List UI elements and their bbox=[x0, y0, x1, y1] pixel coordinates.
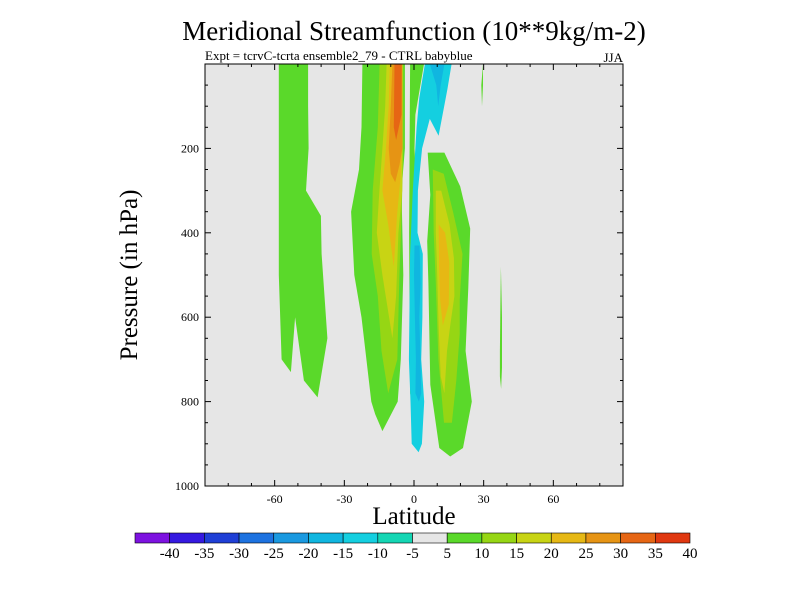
colorbar-swatch bbox=[204, 532, 240, 544]
x-tick-label: 0 bbox=[411, 492, 417, 506]
contour-region-4 bbox=[481, 64, 483, 107]
season-label: JJA bbox=[603, 50, 623, 65]
colorbar-label: 30 bbox=[613, 546, 628, 562]
y-axis-title: Pressure (in hPa) bbox=[116, 190, 143, 361]
colorbar-label: -25 bbox=[264, 546, 284, 562]
colorbar-label: -10 bbox=[368, 546, 388, 562]
colorbar-swatch bbox=[169, 532, 205, 544]
colorbar-label: -5 bbox=[406, 546, 419, 562]
y-tick-label: 800 bbox=[181, 395, 199, 409]
contour-region-11 bbox=[438, 224, 450, 326]
colorbar-label: 20 bbox=[544, 546, 559, 562]
x-tick-label: 60 bbox=[547, 492, 559, 506]
colorbar-swatch bbox=[655, 532, 691, 544]
colorbar-swatch bbox=[342, 532, 379, 544]
colorbar-label: 25 bbox=[578, 546, 593, 562]
colorbar-swatch bbox=[446, 532, 483, 544]
x-tick-label: -60 bbox=[267, 492, 283, 506]
chart-subtitle: Expt = tcrvC-tcrta ensemble2_79 - CTRL b… bbox=[205, 48, 473, 63]
chart-title: Meridional Streamfunction (10**9kg/m-2) bbox=[182, 16, 645, 46]
colorbar-label: -40 bbox=[160, 546, 180, 562]
colorbar-label: 40 bbox=[683, 546, 698, 562]
colorbar-swatch bbox=[308, 532, 344, 544]
x-axis-title: Latitude bbox=[372, 503, 455, 530]
colorbar-label: -15 bbox=[333, 546, 353, 562]
axes: -60 -30 0 30 60 200 400 600 800 1000 bbox=[175, 64, 623, 506]
colorbar-label: 5 bbox=[443, 546, 451, 562]
contour-fills bbox=[278, 64, 502, 457]
x-tick-label: 30 bbox=[478, 492, 490, 506]
colorbar-swatch bbox=[516, 532, 552, 544]
x-tick-label: -30 bbox=[336, 492, 352, 506]
colorbar-label: -35 bbox=[194, 546, 214, 562]
colorbar-swatch bbox=[412, 532, 448, 544]
colorbar-label: 15 bbox=[509, 546, 524, 562]
colorbar-swatch bbox=[238, 532, 275, 544]
contour-region-5 bbox=[499, 266, 502, 389]
colorbar-label: 10 bbox=[474, 546, 489, 562]
contour-region-13 bbox=[393, 64, 402, 140]
y-tick-label: 600 bbox=[181, 310, 199, 324]
colorbar-swatch bbox=[550, 532, 587, 544]
contour-region-16 bbox=[414, 245, 422, 402]
colorbar-swatch bbox=[134, 532, 170, 544]
colorbar-swatch bbox=[585, 532, 621, 544]
colorbar-label: -20 bbox=[298, 546, 318, 562]
colorbar-label: 35 bbox=[648, 546, 663, 562]
y-tick-label: 200 bbox=[181, 141, 199, 155]
contour-region-15 bbox=[429, 64, 445, 107]
colorbar-swatch bbox=[481, 532, 517, 544]
colorbar-swatch bbox=[273, 532, 309, 544]
colorbar-swatch bbox=[377, 532, 413, 544]
y-tick-label: 400 bbox=[181, 226, 199, 240]
colorbar-label: -30 bbox=[229, 546, 249, 562]
colorbar-swatch bbox=[620, 532, 656, 544]
colorbar: -40 -35 -30 -25 -20 -15 -10 -5 5 10 15 20 25 30 35 40 bbox=[134, 532, 698, 562]
y-tick-label: 1000 bbox=[175, 479, 199, 493]
contour-region-0 bbox=[278, 64, 328, 398]
